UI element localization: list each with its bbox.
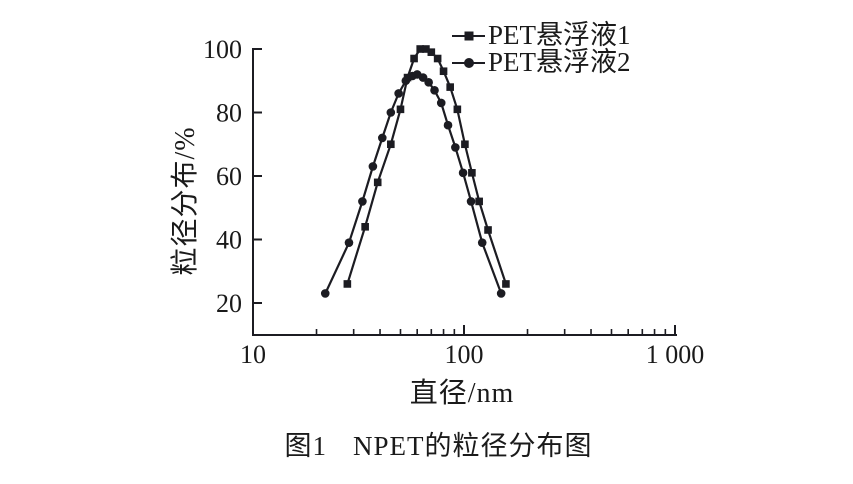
y-tick-label: 80 [216, 99, 242, 128]
legend-marker-square-icon [452, 31, 485, 40]
legend-label-series1: PET悬浮液1 [488, 20, 631, 50]
x-axis-title: 直径/nm [409, 378, 515, 409]
figure-caption-number: 图1 [284, 431, 327, 461]
legend-item-series2: PET悬浮液2 [452, 49, 631, 76]
x-tick-label: 100 [445, 340, 484, 369]
figure-caption-text: NPET的粒径分布图 [353, 431, 593, 461]
legend: PET悬浮液1 PET悬浮液2 [452, 22, 631, 76]
figure-caption: 图1 NPET的粒径分布图 [24, 424, 853, 463]
y-tick-label: 20 [216, 289, 242, 318]
y-tick-label: 60 [216, 162, 242, 191]
x-tick-label: 10 [240, 340, 266, 369]
legend-label-series2: PET悬浮液2 [488, 47, 631, 77]
legend-item-series1: PET悬浮液1 [452, 22, 631, 49]
particle-size-distribution-chart: 20 40 60 80 100 10 100 1 000 [203, 35, 705, 369]
y-tick-label: 40 [216, 226, 242, 255]
y-axis-title: 粒径分布/% [170, 126, 201, 276]
x-tick-label: 1 000 [646, 340, 705, 369]
legend-marker-circle-icon [452, 57, 485, 68]
y-tick-label: 100 [203, 35, 242, 64]
